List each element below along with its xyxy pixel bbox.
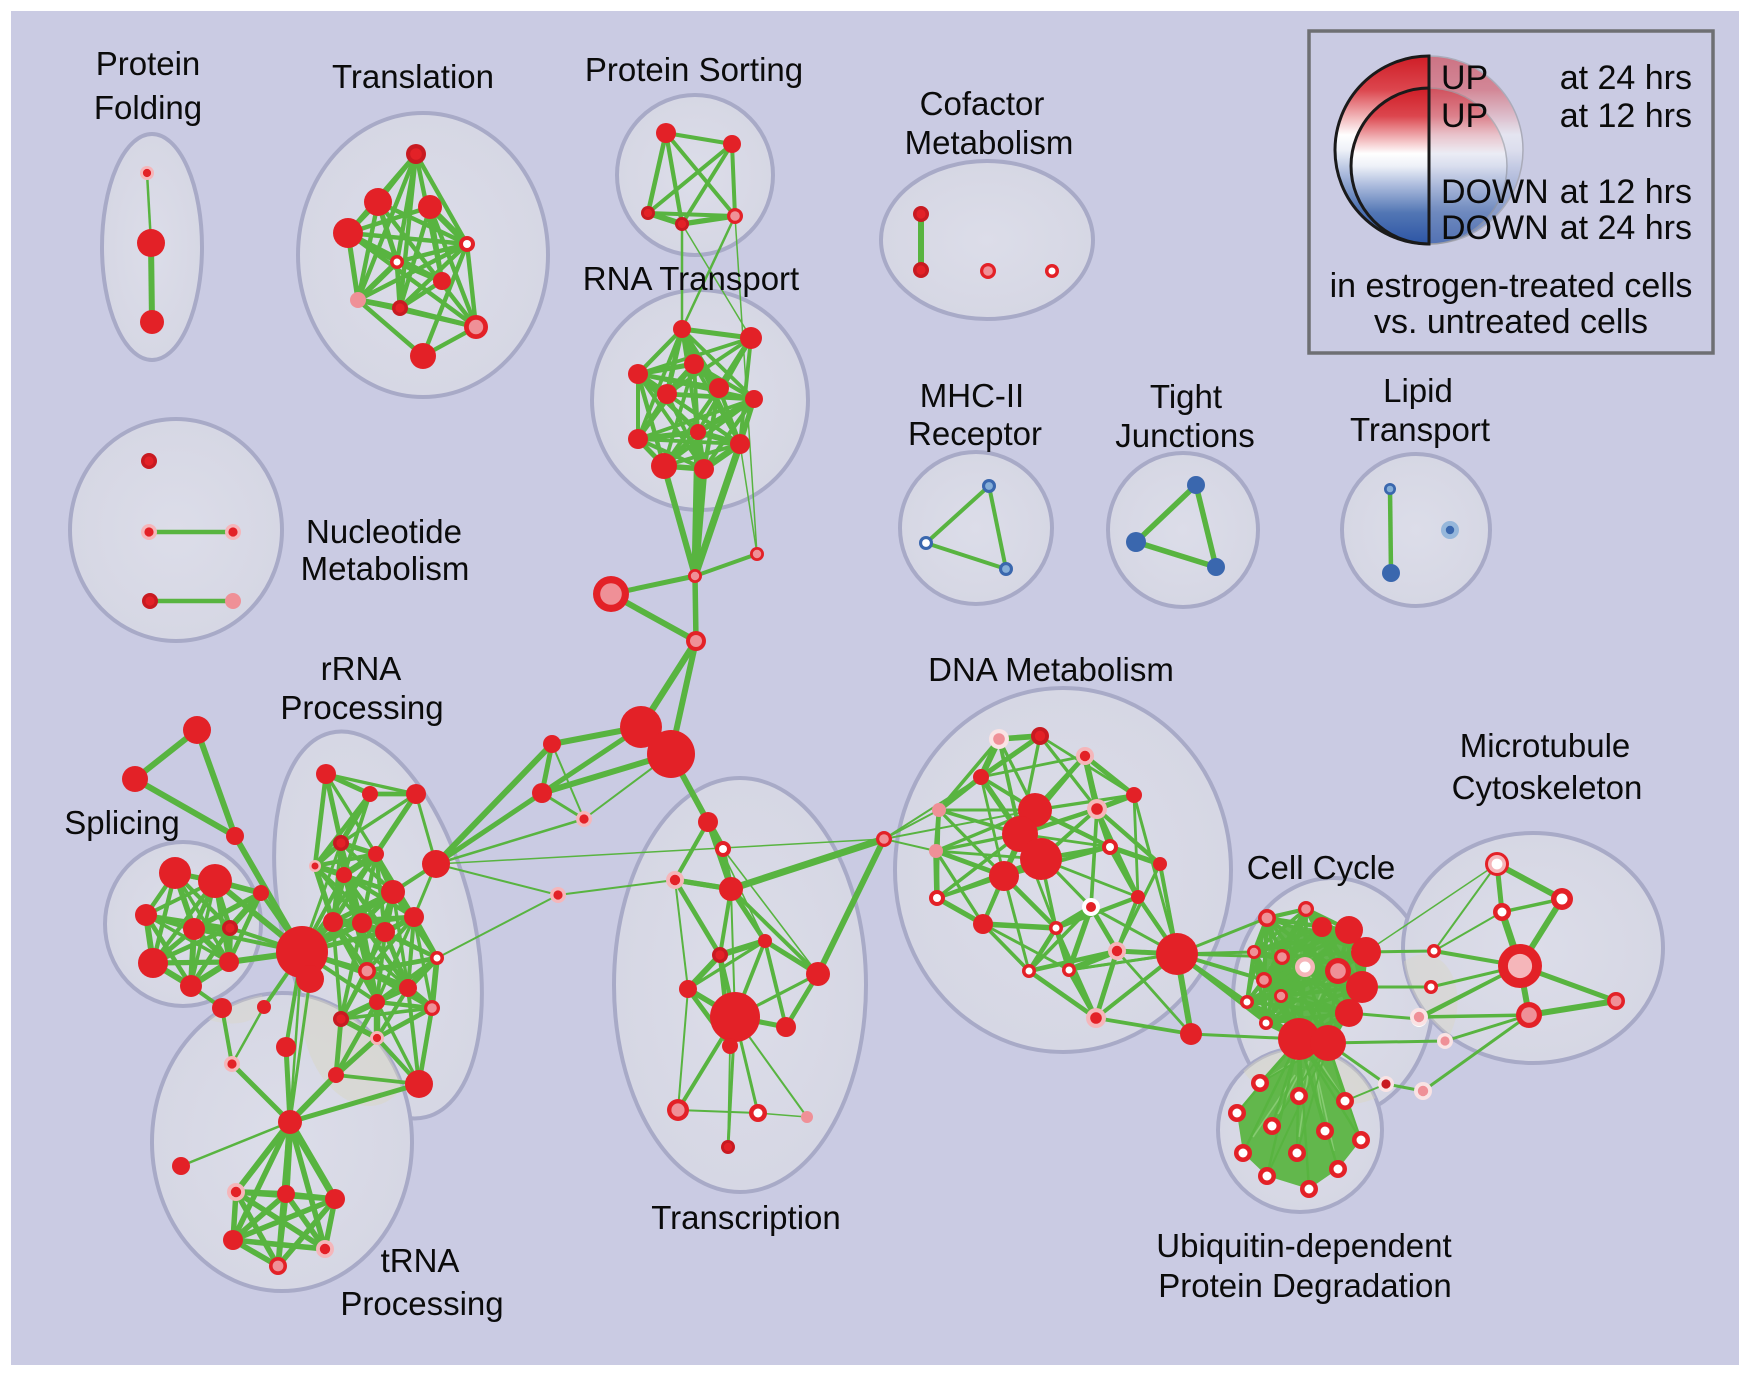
svg-text:Transcription: Transcription	[651, 1199, 841, 1236]
svg-text:Lipid: Lipid	[1383, 372, 1453, 409]
svg-text:rRNA: rRNA	[321, 650, 402, 687]
svg-text:Processing: Processing	[340, 1285, 503, 1322]
svg-text:at 12 hrs: at 12 hrs	[1560, 173, 1692, 211]
svg-text:at 24 hrs: at 24 hrs	[1560, 209, 1692, 247]
svg-text:tRNA: tRNA	[381, 1242, 460, 1279]
svg-text:Folding: Folding	[94, 89, 202, 126]
svg-text:Protein Degradation: Protein Degradation	[1158, 1267, 1452, 1304]
svg-text:Cell Cycle: Cell Cycle	[1247, 849, 1396, 886]
svg-text:Metabolism: Metabolism	[301, 550, 470, 587]
svg-text:DOWN: DOWN	[1441, 209, 1549, 247]
svg-text:Junctions: Junctions	[1115, 417, 1254, 454]
svg-text:DOWN: DOWN	[1441, 173, 1549, 211]
svg-text:UP: UP	[1441, 59, 1488, 97]
svg-text:vs. untreated cells: vs. untreated cells	[1374, 303, 1648, 341]
svg-text:Processing: Processing	[280, 689, 443, 726]
svg-text:at 24 hrs: at 24 hrs	[1560, 59, 1692, 97]
svg-text:Ubiquitin-dependent: Ubiquitin-dependent	[1156, 1227, 1451, 1264]
svg-text:Cytoskeleton: Cytoskeleton	[1452, 769, 1643, 806]
svg-text:DNA Metabolism: DNA Metabolism	[928, 651, 1174, 688]
svg-text:Metabolism: Metabolism	[905, 124, 1074, 161]
svg-text:Splicing: Splicing	[64, 804, 180, 841]
svg-text:Receptor: Receptor	[908, 415, 1042, 452]
svg-text:in estrogen-treated cells: in estrogen-treated cells	[1330, 267, 1693, 305]
svg-text:RNA Transport: RNA Transport	[583, 260, 799, 297]
svg-text:Translation: Translation	[332, 58, 494, 95]
svg-text:Microtubule: Microtubule	[1460, 727, 1631, 764]
svg-text:Nucleotide: Nucleotide	[306, 513, 462, 550]
svg-text:MHC-II: MHC-II	[920, 377, 1024, 414]
svg-text:at 12 hrs: at 12 hrs	[1560, 97, 1692, 135]
svg-text:Protein: Protein	[96, 45, 201, 82]
svg-text:UP: UP	[1441, 97, 1488, 135]
svg-text:Protein Sorting: Protein Sorting	[585, 51, 803, 88]
svg-text:Transport: Transport	[1350, 411, 1490, 448]
svg-text:Cofactor: Cofactor	[920, 85, 1045, 122]
svg-text:Tight: Tight	[1150, 378, 1222, 415]
